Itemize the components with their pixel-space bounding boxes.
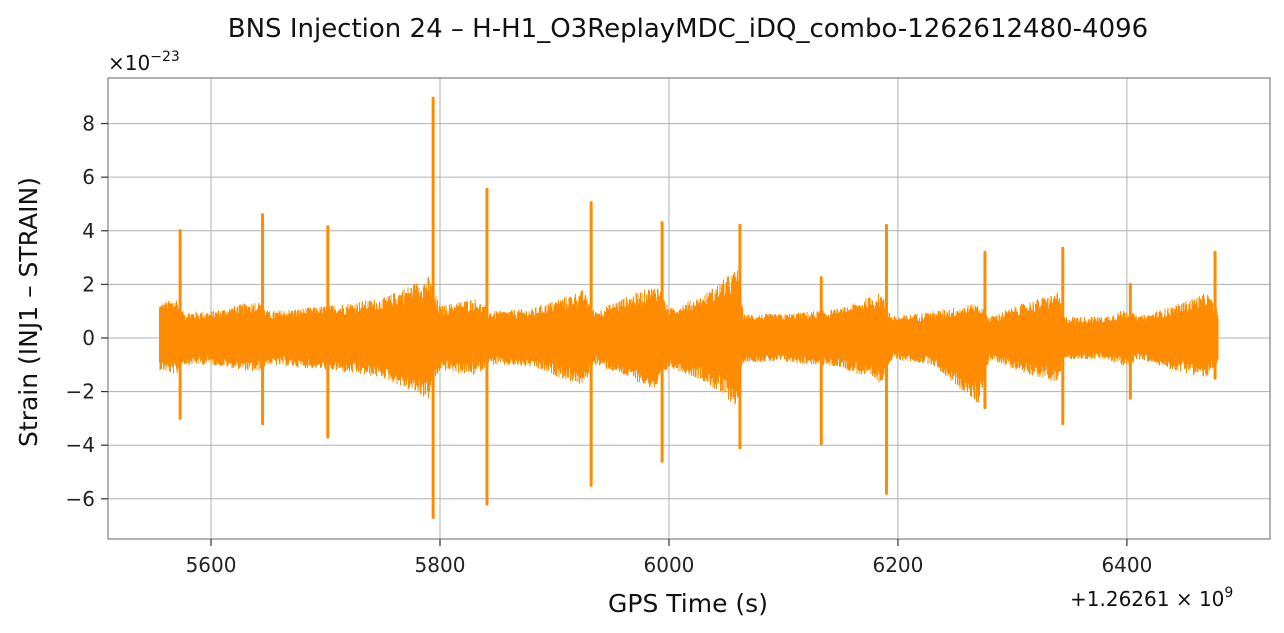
y-tick-label: 6 — [82, 165, 95, 189]
x-offset-label: +1.26261 × 109 — [1070, 585, 1233, 611]
svg-text:×10−23: ×10−23 — [108, 49, 180, 75]
x-offset-exp: 9 — [1224, 585, 1233, 601]
x-axis-label: GPS Time (s) — [608, 589, 768, 618]
x-tick-label: 5800 — [415, 553, 466, 577]
x-offset-times: × 10 — [1169, 587, 1224, 611]
x-tick-label: 6200 — [872, 553, 923, 577]
strain-series — [159, 96, 1219, 520]
y-axis-label: Strain (INJ1 – STRAIN) — [14, 177, 43, 447]
x-offset-base: +1.26261 — [1070, 587, 1169, 611]
y-multiplier: ×10−23 — [108, 49, 180, 75]
y-multiplier-exp: −23 — [150, 49, 180, 65]
y-tick-label: −4 — [66, 433, 95, 457]
strain-noise-band — [159, 270, 1219, 405]
y-tick-label: 8 — [82, 112, 95, 136]
y-tick-label: −2 — [66, 380, 95, 404]
x-tick-label: 6000 — [644, 553, 695, 577]
y-tick-label: 4 — [82, 219, 95, 243]
chart-title: BNS Injection 24 – H-H1_O3ReplayMDC_iDQ_… — [228, 14, 1148, 44]
x-ticks: 5600 5800 6000 6200 6400 — [186, 539, 1152, 577]
x-tick-label: 6400 — [1101, 553, 1152, 577]
y-multiplier-base: ×10 — [108, 51, 150, 75]
plot-frame — [107, 77, 1271, 540]
svg-text:+1.26261 × 109: +1.26261 × 109 — [1070, 585, 1233, 611]
x-tick-label: 5600 — [186, 553, 237, 577]
y-tick-label: −6 — [66, 487, 95, 511]
y-tick-label: 0 — [82, 326, 95, 350]
y-ticks: −6 −4 −2 0 2 4 6 8 — [66, 112, 108, 511]
y-tick-label: 2 — [82, 272, 95, 296]
